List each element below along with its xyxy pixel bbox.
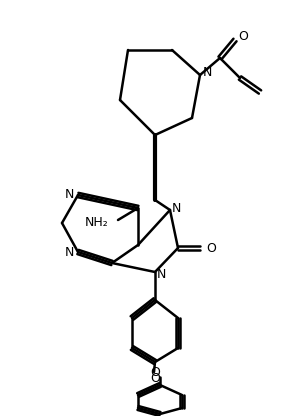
Text: N: N [172,201,181,215]
Text: N: N [157,268,166,282]
Text: N: N [65,188,74,201]
Text: O: O [238,30,248,44]
Text: O: O [150,366,160,379]
Text: NH₂: NH₂ [84,215,108,228]
Text: O: O [150,371,160,384]
Text: O: O [206,242,216,255]
Text: N: N [65,245,74,258]
Text: N: N [203,67,212,79]
